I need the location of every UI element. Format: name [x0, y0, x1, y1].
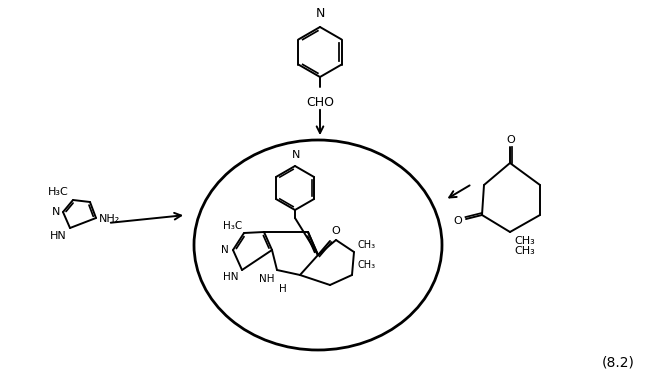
- Text: H: H: [279, 284, 287, 294]
- Text: NH: NH: [258, 274, 274, 284]
- Text: HN: HN: [222, 272, 238, 282]
- Text: N: N: [52, 207, 60, 217]
- Text: CH₃: CH₃: [514, 236, 535, 246]
- Text: H₃C: H₃C: [222, 221, 242, 231]
- Text: CHO: CHO: [306, 96, 334, 109]
- Text: CH₃: CH₃: [358, 260, 376, 270]
- Text: O: O: [454, 216, 462, 226]
- Text: CH₃: CH₃: [358, 240, 376, 250]
- Text: CH₃: CH₃: [514, 246, 535, 256]
- Text: N: N: [221, 245, 229, 255]
- Text: N: N: [291, 150, 300, 160]
- Text: O: O: [331, 226, 340, 236]
- Text: N: N: [315, 7, 325, 20]
- Text: (8.2): (8.2): [602, 356, 635, 370]
- Text: O: O: [507, 135, 515, 145]
- Text: NH₂: NH₂: [99, 214, 120, 224]
- Text: H₃C: H₃C: [48, 187, 69, 197]
- Text: HN: HN: [50, 231, 67, 241]
